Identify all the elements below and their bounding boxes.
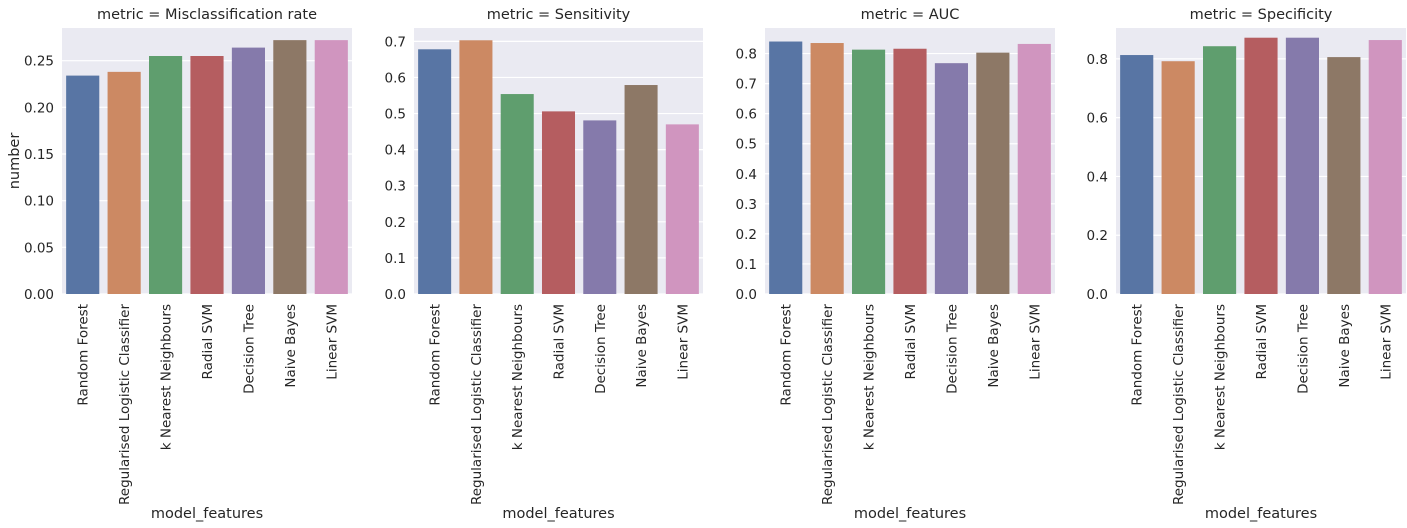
x-axis-label: model_features bbox=[151, 506, 263, 522]
x-tick-label: Random Forest bbox=[428, 304, 444, 406]
x-tick-label: Naive Bayes bbox=[634, 304, 650, 388]
x-tick-label: Random Forest bbox=[779, 304, 795, 406]
panel-1: 0.00 0.05 0.10 0.15 0.20 0.25 Random Forest Reg… bbox=[7, 7, 352, 522]
bar-random-forest bbox=[1120, 55, 1154, 295]
bar-naive-bayes bbox=[976, 52, 1010, 294]
x-tick-label: Random Forest bbox=[76, 304, 92, 406]
x-tick-label: k Nearest Neighbours bbox=[1213, 304, 1229, 450]
x-tick-label: k Nearest Neighbours bbox=[862, 304, 878, 450]
y-tick-label: 0.6 bbox=[1087, 111, 1108, 127]
bar-k-nearest-neighbours bbox=[1203, 46, 1237, 294]
bar-naive-bayes bbox=[273, 40, 307, 295]
y-tick-label: 0.0 bbox=[736, 287, 757, 303]
x-tick-label: Radial SVM bbox=[1254, 304, 1270, 379]
y-tick-label: 0.8 bbox=[736, 47, 757, 63]
x-tick-label: Radial SVM bbox=[552, 304, 568, 379]
x-tick-label: Decision Tree bbox=[1295, 304, 1311, 394]
y-tick-label: 0.00 bbox=[24, 287, 54, 303]
y-tick-label: 0.0 bbox=[1087, 287, 1108, 303]
panel-title: metric = Specificity bbox=[1190, 7, 1333, 23]
y-tick-label: 0.25 bbox=[24, 54, 54, 70]
bar-regularised-logistic-classifier bbox=[810, 43, 844, 295]
x-tick-label: Regularised Logistic Classifier bbox=[1171, 304, 1187, 505]
x-tick-label: Decision Tree bbox=[944, 304, 960, 394]
bar-linear-svm bbox=[314, 40, 348, 295]
y-tick-label: 0.05 bbox=[24, 240, 54, 256]
y-tick-label: 0.4 bbox=[736, 167, 757, 183]
bar-radial-svm bbox=[1244, 37, 1278, 294]
y-axis-label: number bbox=[7, 133, 23, 190]
y-tick-label: 0.20 bbox=[24, 100, 54, 116]
bar-regularised-logistic-classifier bbox=[1161, 61, 1195, 295]
x-tick-label: Radial SVM bbox=[903, 304, 919, 379]
x-tick-label: Regularised Logistic Classifier bbox=[469, 304, 485, 505]
y-tick-label: 0.15 bbox=[24, 147, 54, 163]
x-tick-label: Linear SVM bbox=[1378, 304, 1394, 380]
y-tick-label: 0.3 bbox=[385, 179, 406, 195]
y-tick-label: 0.7 bbox=[736, 77, 757, 93]
x-tick-label: Regularised Logistic Classifier bbox=[820, 304, 836, 505]
bar-random-forest bbox=[66, 75, 100, 294]
x-tick-label: Random Forest bbox=[1130, 304, 1146, 406]
x-axis-label: model_features bbox=[502, 506, 614, 522]
y-tick-label: 0.8 bbox=[1087, 52, 1108, 68]
y-tick-label: 0.6 bbox=[736, 107, 757, 123]
bar-random-forest bbox=[769, 41, 803, 295]
x-tick-label: Naive Bayes bbox=[986, 304, 1002, 388]
y-tick-label: 0.7 bbox=[385, 34, 406, 50]
y-tick-label: 0.4 bbox=[1087, 169, 1108, 185]
y-tick-label: 0.5 bbox=[385, 107, 406, 123]
panel-4: 0.0 0.2 0.4 0.6 0.8 Random Forest Regularised … bbox=[1087, 7, 1406, 522]
panel-2: 0.0 0.1 0.2 0.3 0.4 0.5 0.6 0.7 Random Forest Reg… bbox=[385, 7, 703, 522]
x-tick-label: Radial SVM bbox=[200, 304, 216, 379]
y-tick-label: 0.3 bbox=[736, 197, 757, 213]
y-tick-label: 0.2 bbox=[385, 215, 406, 231]
x-axis-label: model_features bbox=[854, 506, 966, 522]
bar-naive-bayes bbox=[1327, 57, 1361, 294]
x-tick-label: k Nearest Neighbours bbox=[159, 304, 175, 450]
x-tick-label: Linear SVM bbox=[1027, 304, 1043, 380]
y-tick-label: 0.2 bbox=[1087, 228, 1108, 244]
bar-radial-svm bbox=[190, 56, 224, 294]
bar-k-nearest-neighbours bbox=[852, 49, 886, 294]
bar-decision-tree bbox=[583, 120, 617, 294]
x-axis-label: model_features bbox=[1205, 506, 1317, 522]
bar-random-forest bbox=[418, 49, 452, 295]
y-tick-label: 0.2 bbox=[736, 227, 757, 243]
bar-regularised-logistic-classifier bbox=[459, 40, 493, 295]
x-tick-label: Naive Bayes bbox=[1337, 304, 1353, 388]
y-tick-label: 0.10 bbox=[24, 194, 54, 210]
y-tick-label: 0.4 bbox=[385, 143, 406, 159]
bar-decision-tree bbox=[1285, 37, 1319, 294]
panel-title: metric = AUC bbox=[861, 7, 960, 23]
y-tick-label: 0.6 bbox=[385, 70, 406, 86]
y-tick-label: 0.1 bbox=[385, 251, 406, 267]
bar-radial-svm bbox=[893, 48, 927, 294]
bar-linear-svm bbox=[1017, 43, 1051, 294]
x-tick-label: Decision Tree bbox=[241, 304, 257, 394]
x-tick-label: Regularised Logistic Classifier bbox=[117, 304, 133, 505]
bar-linear-svm bbox=[665, 124, 699, 294]
x-tick-label: Decision Tree bbox=[593, 304, 609, 394]
x-tick-label: Linear SVM bbox=[324, 304, 340, 380]
panel-title: metric = Sensitivity bbox=[487, 7, 631, 23]
bar-decision-tree bbox=[231, 47, 265, 294]
panel-title: metric = Misclassification rate bbox=[97, 7, 317, 23]
bar-decision-tree bbox=[934, 63, 968, 294]
x-tick-label: Linear SVM bbox=[675, 304, 691, 380]
x-tick-label: Naive Bayes bbox=[283, 304, 299, 388]
bar-k-nearest-neighbours bbox=[500, 94, 534, 294]
y-tick-label: 0.0 bbox=[385, 287, 406, 303]
y-tick-label: 0.1 bbox=[736, 257, 757, 273]
bar-linear-svm bbox=[1368, 40, 1402, 294]
panel-3: 0.0 0.1 0.2 0.3 0.4 0.5 0.6 0.7 0.8 Random Forest… bbox=[736, 7, 1055, 522]
bar-radial-svm bbox=[541, 111, 576, 294]
y-tick-label: 0.5 bbox=[736, 137, 757, 153]
bar-k-nearest-neighbours bbox=[149, 56, 183, 294]
x-tick-label: k Nearest Neighbours bbox=[510, 304, 526, 450]
bar-naive-bayes bbox=[624, 85, 658, 294]
bar-regularised-logistic-classifier bbox=[107, 71, 141, 294]
